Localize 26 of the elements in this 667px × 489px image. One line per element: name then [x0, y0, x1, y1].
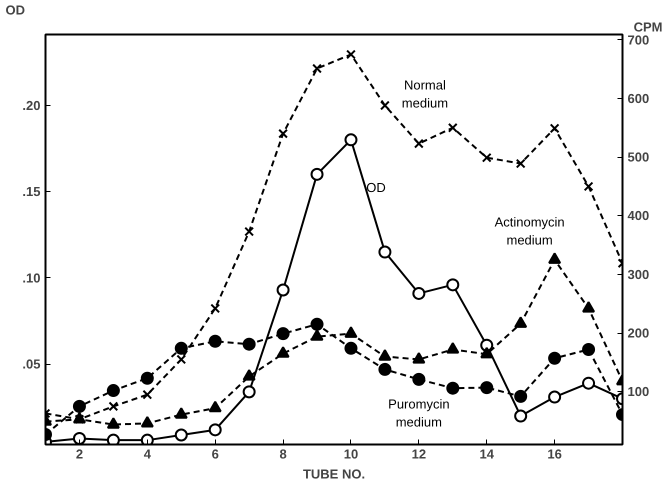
y2-tick-label: 100 [628, 384, 650, 400]
y2-tick-label: 400 [628, 208, 650, 224]
series-label: Normal medium [402, 77, 448, 110]
y2-axis-title: CPM [634, 20, 662, 34]
series-label: Puromycin medium [388, 396, 450, 430]
x-tick-label: 8 [279, 446, 287, 462]
y2-tick-label: 600 [628, 90, 650, 106]
x-tick-label: 6 [212, 446, 219, 462]
x-tick-label: 14 [480, 446, 495, 462]
y2-tick-label: 200 [628, 326, 650, 341]
y-tick-label: .20 [22, 98, 41, 113]
y2-tick-label: 300 [628, 266, 650, 282]
x-tick-label: 10 [344, 446, 358, 462]
x-tick-label: 16 [547, 446, 562, 462]
x-tick-label: 2 [76, 446, 84, 462]
y-tick-label: .15 [22, 184, 41, 200]
x-tick-label: 12 [412, 446, 426, 462]
x-tick-label: 4 [144, 446, 152, 462]
series-label: OD [366, 180, 386, 195]
series-label: Actinomycin medium [494, 214, 565, 248]
y-tick-label: .05 [22, 356, 41, 372]
y2-tick-label: 500 [628, 150, 650, 165]
x-axis-title: TUBE NO. [302, 466, 366, 482]
y2-tick-label: 700 [628, 32, 650, 48]
y-axis-title: OD [6, 2, 25, 18]
y-tick-label: .10 [22, 270, 41, 286]
